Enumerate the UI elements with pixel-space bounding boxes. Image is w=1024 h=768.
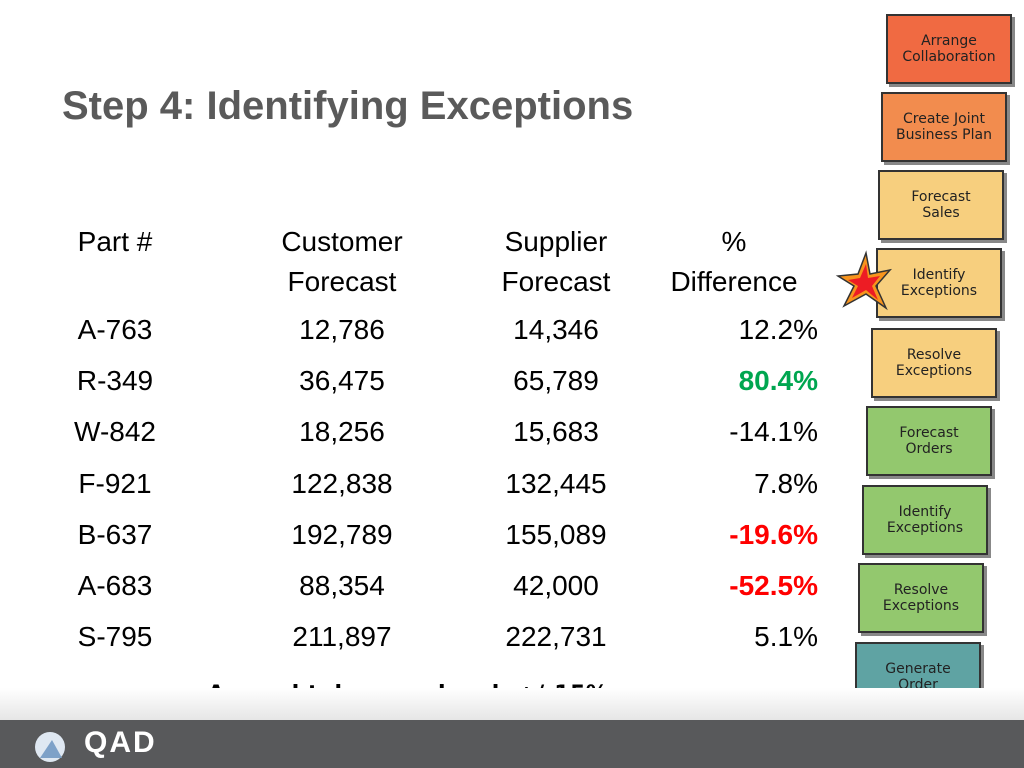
- step-label: Forecast: [911, 189, 971, 205]
- logo-text: QAD: [84, 726, 157, 759]
- table-cell: A-683: [77, 570, 153, 601]
- table-cell: 122,838: [291, 468, 393, 499]
- table-cell: 5.1%: [754, 621, 818, 652]
- header-line: Forecast: [501, 266, 611, 297]
- step-label: Forecast: [899, 425, 959, 441]
- step-label: Sales: [922, 205, 960, 221]
- header-line: Supplier: [504, 226, 608, 257]
- step-label: Business Plan: [896, 127, 992, 143]
- step-label: Orders: [905, 441, 953, 457]
- step-button[interactable]: Resolve Exceptions: [871, 328, 997, 398]
- table-cell: 192,789: [291, 519, 393, 550]
- table-cell: 211,897: [292, 621, 392, 652]
- table-cell: W-842: [74, 416, 156, 447]
- table-cell: 7.8%: [754, 468, 818, 499]
- table-cell: 12.2%: [738, 314, 818, 345]
- step-label: Exceptions: [882, 598, 960, 614]
- table-cell: B-637: [77, 519, 153, 550]
- step-label: Collaboration: [902, 49, 996, 65]
- star-marker: [835, 250, 893, 311]
- table-cell: 18,256: [299, 416, 385, 447]
- logo-icon: [35, 732, 65, 762]
- table-cell: 132,445: [505, 468, 607, 499]
- table-cell: R-349: [76, 365, 154, 396]
- step-label: Exceptions: [895, 363, 973, 379]
- step-label: Resolve: [893, 582, 949, 598]
- column-header: Customer Forecast: [262, 222, 422, 302]
- table-cell: 42,000: [513, 570, 599, 601]
- step-button[interactable]: Arrange Collaboration: [886, 14, 1012, 84]
- header-line: %: [721, 226, 747, 257]
- step-button[interactable]: Identify Exceptions: [862, 485, 988, 555]
- step-button[interactable]: Forecast Sales: [878, 170, 1004, 240]
- step-label: Exceptions: [886, 520, 964, 536]
- table-cell: -52.5%: [729, 570, 818, 601]
- table-cell: 14,346: [513, 314, 599, 345]
- step-label: Arrange: [921, 33, 977, 49]
- header-line: Customer: [281, 226, 403, 257]
- footer: [0, 720, 1024, 768]
- table-cell: 88,354: [299, 570, 385, 601]
- header-line: Part #: [77, 226, 153, 257]
- table-cell: -14.1%: [729, 416, 818, 447]
- column-header: Part #: [50, 222, 180, 262]
- table-cell: 222,731: [505, 621, 607, 652]
- step-button[interactable]: Resolve Exceptions: [858, 563, 984, 633]
- table-cell: 80.4%: [738, 365, 818, 396]
- step-label: Identify: [912, 267, 966, 283]
- step-label: Generate: [885, 661, 951, 677]
- column-header: Supplier Forecast: [476, 222, 636, 302]
- step-label: Identify: [898, 504, 952, 520]
- header-line: Forecast: [287, 266, 397, 297]
- slide-title: Step 4: Identifying Exceptions: [62, 84, 634, 128]
- step-button[interactable]: Forecast Orders: [866, 406, 992, 476]
- step-label: Resolve: [906, 347, 962, 363]
- footer-band: [0, 688, 1024, 720]
- table-cell: S-795: [77, 621, 153, 652]
- step-label: Exceptions: [900, 283, 978, 299]
- table-cell: 15,683: [513, 416, 599, 447]
- step-label: Create Joint: [903, 111, 985, 127]
- header-line: Difference: [670, 266, 798, 297]
- table-cell: 65,789: [513, 365, 599, 396]
- step-button[interactable]: Identify Exceptions: [876, 248, 1002, 318]
- table-cell: 12,786: [299, 314, 385, 345]
- table-cell: 155,089: [505, 519, 607, 550]
- column-header: % Difference: [650, 222, 818, 302]
- table-cell: 36,475: [299, 365, 385, 396]
- table-cell: F-921: [78, 468, 152, 499]
- table-cell: -19.6%: [729, 519, 818, 550]
- step-button[interactable]: Create Joint Business Plan: [881, 92, 1007, 162]
- table-cell: A-763: [77, 314, 153, 345]
